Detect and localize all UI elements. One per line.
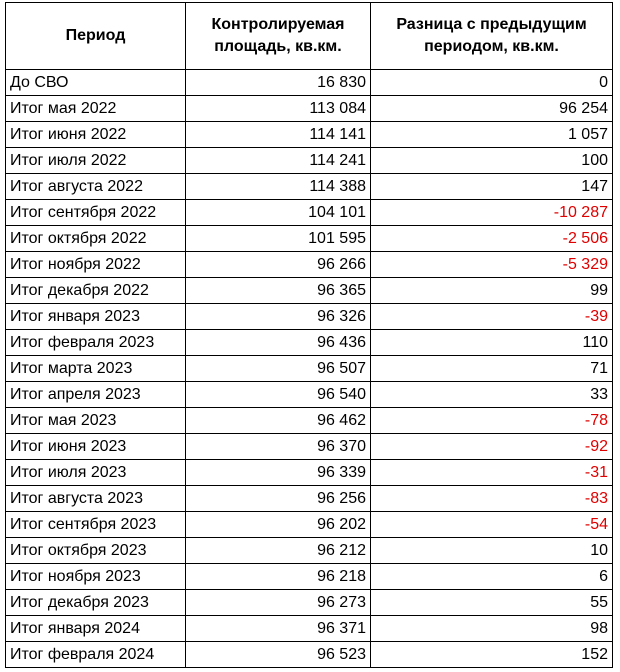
- table-row: Итог сентября 2023 96 202 -54: [5, 511, 613, 538]
- number-cell: 96 462: [185, 407, 371, 434]
- period-cell: Итог июня 2023: [5, 433, 186, 460]
- number-cell: 33: [370, 381, 613, 408]
- header-cell: Разница с предыдущим периодом, кв.км.: [370, 2, 613, 70]
- number-cell: 96 202: [185, 511, 371, 538]
- number-cell: 96 212: [185, 537, 371, 564]
- table-row: Итог июня 2022 114 141 1 057: [5, 121, 613, 148]
- period-cell: Итог января 2024: [5, 615, 186, 642]
- number-cell: 96 365: [185, 277, 371, 304]
- table-row: Итог октября 2022 101 595 -2 506: [5, 225, 613, 252]
- period-cell: Итог декабря 2022: [5, 277, 186, 304]
- period-cell: Итог февраля 2024: [5, 641, 186, 668]
- table-row: Итог ноября 2022 96 266 -5 329: [5, 251, 613, 278]
- period-cell: Итог апреля 2023: [5, 381, 186, 408]
- number-cell: -5 329: [370, 251, 613, 278]
- number-cell: 96 507: [185, 355, 371, 382]
- period-cell: Итог декабря 2023: [5, 589, 186, 616]
- number-cell: 1 057: [370, 121, 613, 148]
- number-cell: 96 370: [185, 433, 371, 460]
- number-cell: -83: [370, 485, 613, 512]
- number-cell: 96 523: [185, 641, 371, 668]
- number-cell: 99: [370, 277, 613, 304]
- table-row: Итог мая 2023 96 462 -78: [5, 407, 613, 434]
- number-cell: 152: [370, 641, 613, 668]
- table-row: Итог января 2024 96 371 98: [5, 615, 613, 642]
- table-row: Итог августа 2022 114 388 147: [5, 173, 613, 200]
- number-cell: 100: [370, 147, 613, 174]
- period-cell: Итог сентября 2022: [5, 199, 186, 226]
- period-cell: Итог июля 2022: [5, 147, 186, 174]
- table-row: Итог апреля 2023 96 540 33: [5, 381, 613, 408]
- table-row: Итог июня 2023 96 370 -92: [5, 433, 613, 460]
- number-cell: 96 266: [185, 251, 371, 278]
- number-cell: 55: [370, 589, 613, 616]
- period-cell: Итог февраля 2023: [5, 329, 186, 356]
- number-cell: 96 256: [185, 485, 371, 512]
- period-cell: Итог мая 2023: [5, 407, 186, 434]
- period-cell: Итог января 2023: [5, 303, 186, 330]
- number-cell: -2 506: [370, 225, 613, 252]
- number-cell: 96 339: [185, 459, 371, 486]
- header-row: Период Контролируемая площадь, кв.км. Разн…: [5, 2, 613, 70]
- table-body: До СВО 16 830 0 Итог мая 2022 113 084 96 254 И…: [5, 69, 613, 668]
- table-row: До СВО 16 830 0: [5, 69, 613, 96]
- period-cell: Итог октября 2023: [5, 537, 186, 564]
- number-cell: 0: [370, 69, 613, 96]
- data-table: Период Контролируемая площадь, кв.км. Разн…: [5, 2, 613, 668]
- table-row: Итог февраля 2024 96 523 152: [5, 641, 613, 668]
- table-row: Итог июля 2023 96 339 -31: [5, 459, 613, 486]
- number-cell: -92: [370, 433, 613, 460]
- table-row: Итог ноября 2023 96 218 6: [5, 563, 613, 590]
- number-cell: 104 101: [185, 199, 371, 226]
- number-cell: -78: [370, 407, 613, 434]
- period-cell: Итог августа 2022: [5, 173, 186, 200]
- number-cell: -39: [370, 303, 613, 330]
- period-cell: Итог ноября 2023: [5, 563, 186, 590]
- number-cell: 96 540: [185, 381, 371, 408]
- table-row: Итог декабря 2023 96 273 55: [5, 589, 613, 616]
- number-cell: 114 141: [185, 121, 371, 148]
- number-cell: 96 371: [185, 615, 371, 642]
- number-cell: 114 241: [185, 147, 371, 174]
- table-row: Итог марта 2023 96 507 71: [5, 355, 613, 382]
- table-row: Итог мая 2022 113 084 96 254: [5, 95, 613, 122]
- number-cell: 96 273: [185, 589, 371, 616]
- number-cell: 6: [370, 563, 613, 590]
- period-cell: Итог мая 2022: [5, 95, 186, 122]
- table-row: Итог декабря 2022 96 365 99: [5, 277, 613, 304]
- header-cell: Период: [5, 2, 186, 70]
- period-cell: Итог августа 2023: [5, 485, 186, 512]
- period-cell: Итог июня 2022: [5, 121, 186, 148]
- period-cell: До СВО: [5, 69, 186, 96]
- number-cell: 113 084: [185, 95, 371, 122]
- number-cell: 71: [370, 355, 613, 382]
- number-cell: 96 436: [185, 329, 371, 356]
- period-cell: Итог июля 2023: [5, 459, 186, 486]
- number-cell: 98: [370, 615, 613, 642]
- number-cell: 10: [370, 537, 613, 564]
- number-cell: 110: [370, 329, 613, 356]
- header-cell: Контролируемая площадь, кв.км.: [185, 2, 371, 70]
- table-row: Итог октября 2023 96 212 10: [5, 537, 613, 564]
- table-row: Итог августа 2023 96 256 -83: [5, 485, 613, 512]
- number-cell: 101 595: [185, 225, 371, 252]
- period-cell: Итог сентября 2023: [5, 511, 186, 538]
- number-cell: 16 830: [185, 69, 371, 96]
- number-cell: 147: [370, 173, 613, 200]
- number-cell: 96 218: [185, 563, 371, 590]
- number-cell: 96 326: [185, 303, 371, 330]
- number-cell: -31: [370, 459, 613, 486]
- table-row: Итог сентября 2022 104 101 -10 287: [5, 199, 613, 226]
- number-cell: 96 254: [370, 95, 613, 122]
- period-cell: Итог октября 2022: [5, 225, 186, 252]
- table-row: Итог февраля 2023 96 436 110: [5, 329, 613, 356]
- number-cell: -10 287: [370, 199, 613, 226]
- period-cell: Итог ноября 2022: [5, 251, 186, 278]
- number-cell: -54: [370, 511, 613, 538]
- table-row: Итог июля 2022 114 241 100: [5, 147, 613, 174]
- number-cell: 114 388: [185, 173, 371, 200]
- table-row: Итог января 2023 96 326 -39: [5, 303, 613, 330]
- period-cell: Итог марта 2023: [5, 355, 186, 382]
